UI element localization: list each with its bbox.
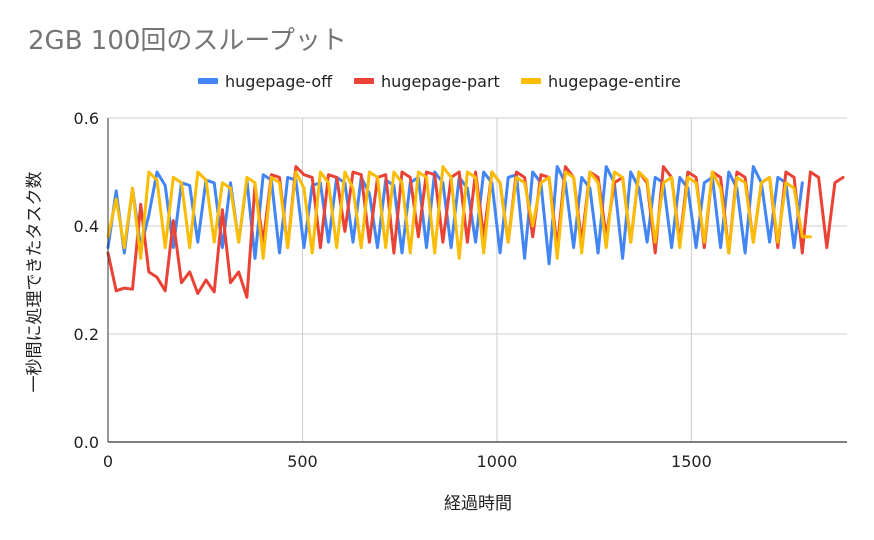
legend-label: hugepage-off — [225, 72, 333, 91]
legend-item-hugepage-off: hugepage-off — [198, 72, 333, 91]
series-line-hugepage-part — [106, 165, 845, 299]
legend-label: hugepage-part — [381, 72, 500, 91]
x-tick-label: 0 — [103, 452, 113, 471]
legend-item-hugepage-part: hugepage-part — [354, 72, 500, 91]
y-tick-label: 0.2 — [74, 325, 99, 344]
axes: 0.0 0.2 0.4 0.6 0 500 1000 1500 — [74, 109, 847, 471]
y-axis-title: 一秒間に処理できたタスク数 — [25, 172, 45, 393]
chart-title: 2GB 100回のスループット — [28, 26, 347, 56]
series-line-hugepage-entire — [106, 165, 812, 260]
legend-item-hugepage-entire: hugepage-entire — [521, 72, 681, 91]
legend: hugepage-off hugepage-part hugepage-entire — [198, 72, 681, 91]
legend-label: hugepage-entire — [548, 72, 681, 91]
legend-swatch — [354, 78, 374, 84]
y-tick-label: 0.6 — [74, 109, 99, 128]
y-tick-label: 0.4 — [74, 217, 99, 236]
x-tick-label: 1000 — [477, 452, 518, 471]
x-axis-title: 経過時間 — [444, 494, 512, 514]
x-tick-label: 500 — [287, 452, 318, 471]
series-lines — [106, 165, 845, 299]
y-tick-label: 0.0 — [74, 433, 99, 452]
legend-swatch — [521, 78, 541, 84]
x-tick-label: 1500 — [671, 452, 712, 471]
gridlines — [108, 117, 847, 442]
legend-swatch — [198, 78, 218, 84]
